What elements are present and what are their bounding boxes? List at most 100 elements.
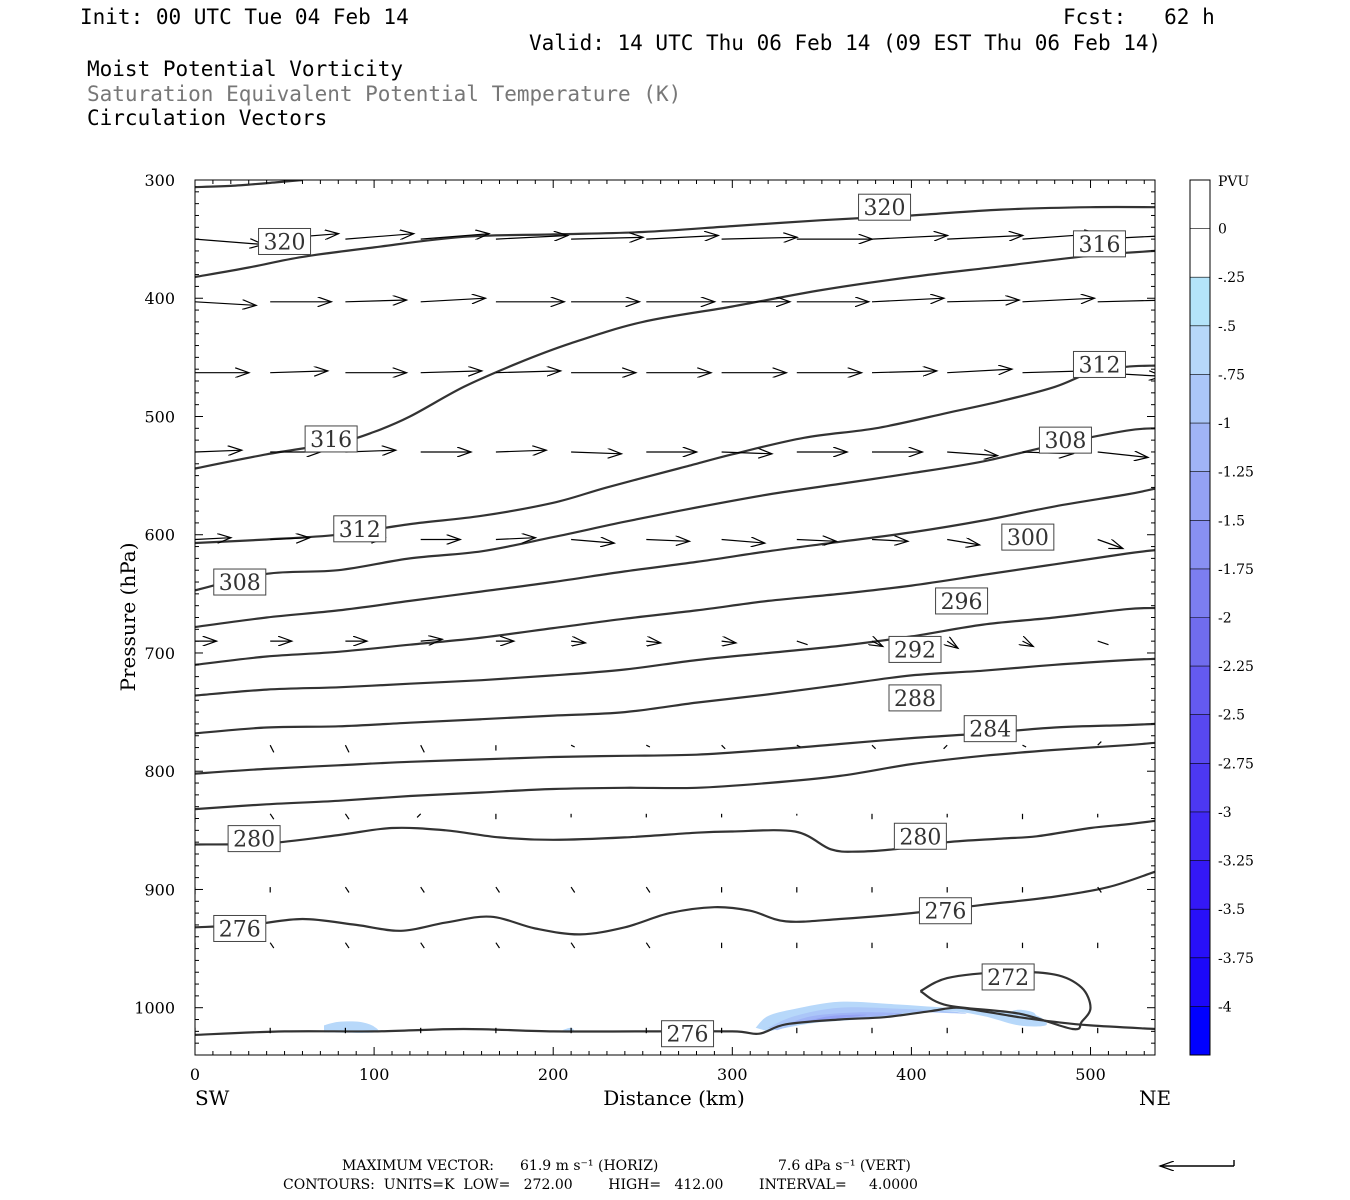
circulation-vector — [796, 744, 801, 748]
circulation-vector — [721, 237, 798, 239]
circulation-vector — [646, 236, 718, 240]
circulation-vector — [871, 236, 948, 240]
colorbar-label: -2.5 — [1218, 708, 1245, 724]
field-title-vectors: Circulation Vectors — [87, 106, 328, 130]
circulation-vector — [871, 540, 908, 542]
thetae-contour-288 — [195, 657, 1155, 735]
circulation-vector — [1097, 741, 1102, 746]
contour-label-box — [935, 587, 989, 615]
circulation-vector — [571, 540, 614, 544]
contour-label-box — [1072, 230, 1126, 258]
thetae-contour-292 — [195, 606, 1155, 697]
circulation-vector — [571, 452, 621, 454]
contour-label: 292 — [894, 638, 936, 663]
colorbar-swatch — [1190, 617, 1210, 667]
colorbar-label: -4 — [1218, 999, 1232, 1015]
colorbar-swatch — [1190, 325, 1210, 375]
circulation-vector — [570, 942, 576, 949]
circulation-vector — [495, 450, 546, 452]
circulation-vector — [646, 540, 689, 542]
circulation-vector — [871, 371, 937, 373]
circulation-vector — [571, 237, 643, 239]
circulation-vector — [1097, 886, 1102, 893]
circulation-vector — [495, 236, 568, 240]
colorbar-label: -1 — [1218, 416, 1232, 432]
circulation-vector — [420, 744, 425, 753]
circulation-vector — [646, 641, 660, 643]
colorbar-swatch — [1190, 423, 1210, 472]
circulation-vector — [947, 236, 1023, 240]
circulation-vector — [947, 641, 958, 648]
colorbar-swatch — [1190, 520, 1210, 569]
circulation-vector — [195, 239, 263, 244]
init-time: Init: 00 UTC Tue 04 Feb 14 — [80, 5, 409, 29]
colorbar-label: -.75 — [1218, 367, 1245, 383]
y-tick-label: 500 — [144, 407, 175, 426]
contour-label-box — [333, 515, 387, 543]
y-tick-label: 900 — [144, 880, 175, 899]
circulation-vectors — [195, 234, 1155, 1035]
circulation-vector — [871, 298, 944, 302]
x-tick-label: 100 — [359, 1065, 390, 1084]
contour-label: 276 — [924, 900, 966, 925]
colorbar-label: -1.5 — [1218, 513, 1245, 529]
colorbar-swatch — [1190, 811, 1210, 861]
contour-label: 288 — [894, 687, 936, 712]
contour-label: 308 — [1044, 429, 1086, 454]
field-title-mpv: Moist Potential Vorticity — [87, 57, 404, 81]
y-axis-title: Pressure (hPa) — [116, 543, 140, 692]
circulation-vector — [796, 640, 808, 646]
max-vector-horiz: 61.9 m s⁻¹ (HORIZ) — [520, 1158, 659, 1174]
circulation-vector — [721, 744, 726, 750]
circulation-vector — [943, 744, 948, 750]
colorbar-label: -1.75 — [1218, 562, 1254, 578]
x-tick-label: 0 — [190, 1065, 200, 1084]
circulation-vector — [947, 452, 997, 456]
thetae-contour-308 — [195, 427, 1155, 592]
contour-label-box — [858, 193, 912, 221]
colorbar-label: -.5 — [1218, 319, 1236, 335]
thetae-contour-300 — [195, 487, 1155, 629]
colorbar-label: 0 — [1218, 222, 1227, 238]
plot-frame — [194, 179, 1156, 1056]
circulation-vector — [269, 942, 275, 949]
forecast-hour: Fcst: 62 h — [1063, 5, 1215, 29]
colorbar-swatch — [1190, 1006, 1210, 1055]
circulation-vector — [1097, 299, 1155, 303]
contour-label-box — [893, 822, 947, 850]
circulation-vector — [722, 641, 736, 643]
contour-label: 276 — [667, 1023, 709, 1048]
x-tick-label: 200 — [538, 1065, 569, 1084]
circulation-vector — [495, 942, 500, 949]
contour-label-box — [1072, 350, 1126, 378]
circulation-vector — [270, 538, 310, 540]
contour-label-box — [304, 425, 358, 453]
y-tick-label: 700 — [144, 644, 175, 663]
thetae-contour-280 — [195, 819, 1155, 853]
colorbar-swatch — [1190, 180, 1210, 229]
colorbar-label: -3.25 — [1218, 854, 1254, 870]
circulation-vector — [1097, 538, 1123, 549]
colorbar-label: -3.75 — [1218, 951, 1254, 967]
colorbar-swatch — [1190, 277, 1210, 326]
contour-label-box — [213, 568, 267, 596]
contour-label: 308 — [219, 571, 261, 596]
circulation-vector — [270, 371, 328, 373]
circulation-vector — [344, 813, 350, 820]
max-vector-label: MAXIMUM VECTOR: — [342, 1158, 494, 1174]
colorbar-swatch — [1190, 374, 1210, 424]
circulation-vector — [570, 744, 575, 748]
circulation-vector — [420, 298, 486, 302]
x-tick-label: 400 — [896, 1065, 927, 1084]
max-vector-vert: 7.6 dPa s⁻¹ (VERT) — [778, 1158, 911, 1174]
circulation-vector — [947, 300, 1019, 302]
colorbar-swatch — [1190, 666, 1210, 715]
circulation-vector — [344, 942, 350, 949]
x-tick-label: 500 — [1075, 1065, 1106, 1084]
thetae-contours — [195, 180, 1155, 1036]
y-tick-label: 1000 — [134, 999, 175, 1018]
valid-time: Valid: 14 UTC Thu 06 Feb 14 (09 EST Thu … — [529, 31, 1162, 55]
reference-vector-icon — [1160, 1160, 1235, 1166]
